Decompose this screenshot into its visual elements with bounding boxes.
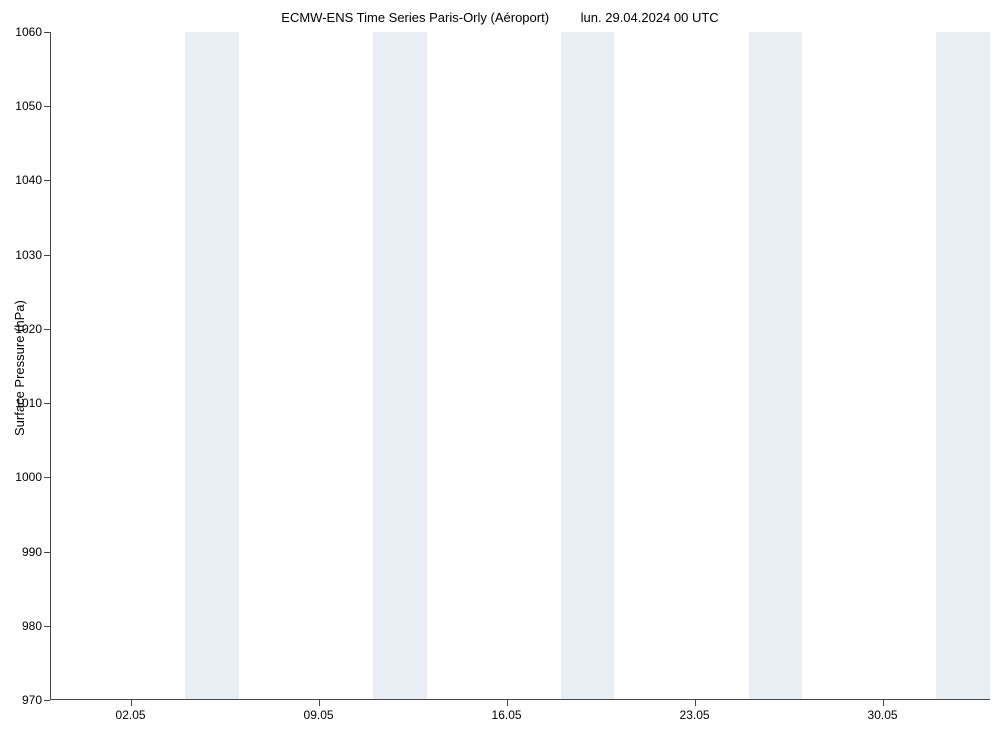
ytick-label: 1050: [15, 99, 42, 113]
xtick-mark: [507, 700, 508, 706]
ytick-label: 1010: [15, 396, 42, 410]
ytick-mark: [44, 32, 50, 33]
weekend-band: [185, 32, 239, 699]
xtick-label: 30.05: [868, 708, 898, 722]
ytick-label: 990: [22, 545, 42, 559]
ytick-mark: [44, 552, 50, 553]
ytick-label: 1030: [15, 248, 42, 262]
xtick-mark: [883, 700, 884, 706]
yaxis-title: Surface Pressure (hPa): [12, 300, 27, 436]
ytick-mark: [44, 700, 50, 701]
ytick-label: 1020: [15, 322, 42, 336]
xtick-mark: [695, 700, 696, 706]
ytick-mark: [44, 180, 50, 181]
ytick-mark: [44, 255, 50, 256]
ytick-mark: [44, 477, 50, 478]
xtick-label: 09.05: [304, 708, 334, 722]
ytick-label: 980: [22, 619, 42, 633]
weekend-band: [749, 32, 803, 699]
ytick-label: 970: [22, 693, 42, 707]
ytick-label: 1060: [15, 25, 42, 39]
chart-title-left: ECMW-ENS Time Series Paris-Orly (Aéropor…: [281, 10, 549, 25]
chart-title-right: lun. 29.04.2024 00 UTC: [581, 10, 719, 25]
xtick-label: 23.05: [680, 708, 710, 722]
weekend-band: [373, 32, 427, 699]
weekend-band: [561, 32, 615, 699]
chart-title-row: ECMW-ENS Time Series Paris-Orly (Aéropor…: [0, 10, 1000, 25]
ytick-mark: [44, 329, 50, 330]
weekend-band: [936, 32, 990, 699]
plot-wrapper: [50, 32, 990, 700]
chart-container: ECMW-ENS Time Series Paris-Orly (Aéropor…: [0, 0, 1000, 733]
ytick-mark: [44, 106, 50, 107]
xtick-mark: [319, 700, 320, 706]
xtick-label: 16.05: [492, 708, 522, 722]
ytick-label: 1000: [15, 470, 42, 484]
xtick-mark: [131, 700, 132, 706]
ytick-mark: [44, 403, 50, 404]
xtick-label: 02.05: [116, 708, 146, 722]
ytick-mark: [44, 626, 50, 627]
ytick-label: 1040: [15, 173, 42, 187]
plot-area: [50, 32, 990, 700]
